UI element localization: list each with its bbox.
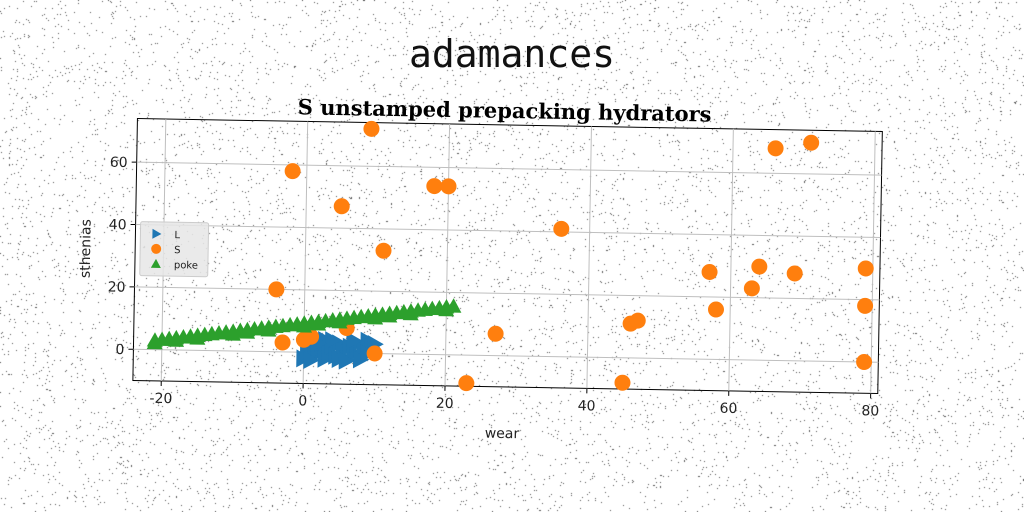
data-point-L — [303, 351, 320, 370]
data-point-poke — [189, 330, 206, 345]
x-axis-label: wear — [485, 426, 520, 443]
data-point-poke — [224, 326, 241, 341]
plot-area — [132, 118, 883, 394]
data-point-S — [458, 375, 475, 392]
x-tick-label: 60 — [719, 401, 737, 417]
x-tick-label: 80 — [861, 403, 879, 419]
data-point-S — [803, 134, 820, 151]
data-point-L — [346, 331, 363, 350]
legend-label: poke — [174, 260, 198, 271]
y-tick-label: 0 — [115, 342, 124, 358]
data-point-S — [629, 312, 646, 329]
data-point-S — [857, 297, 874, 314]
data-point-L — [338, 351, 356, 370]
x-tick-label: 40 — [578, 398, 596, 414]
data-point-S — [303, 328, 320, 345]
data-point-S — [857, 260, 874, 277]
y-tick-label: 60 — [110, 155, 128, 171]
x-tick-label: -20 — [149, 391, 172, 407]
y-tick-label: 20 — [108, 279, 126, 295]
x-axis-ticks: -20 0 20 40 60 80 — [149, 380, 879, 420]
data-point-S — [553, 220, 570, 237]
data-point-S — [767, 140, 784, 157]
x-tick-label: 20 — [436, 396, 454, 412]
y-tick-label: 40 — [109, 217, 127, 233]
x-tick-label: 0 — [298, 393, 307, 409]
x-grid-line — [728, 128, 734, 391]
y-grid-line — [136, 161, 882, 176]
data-point-S — [426, 178, 443, 195]
data-point-poke — [239, 324, 256, 339]
data-point-poke — [310, 316, 327, 331]
x-grid-line — [870, 131, 876, 394]
data-point-S — [268, 281, 285, 298]
data-points — [146, 120, 874, 392]
data-point-S — [856, 354, 873, 371]
legend-label: S — [174, 245, 181, 256]
legend-label: L — [174, 230, 180, 241]
grid-lines — [133, 118, 882, 394]
data-point-S — [375, 242, 392, 259]
data-point-S — [614, 374, 631, 391]
legend-marker-L — [152, 228, 162, 239]
y-axis-ticks: 0 20 40 60 — [108, 155, 137, 358]
data-point-S — [333, 198, 350, 215]
y-grid-line — [135, 224, 881, 239]
figure-suptitle: adamances — [409, 32, 615, 76]
legend-marker-S — [151, 243, 162, 254]
y-axis-label: sthenias — [78, 219, 95, 278]
data-point-S — [786, 265, 803, 282]
data-point-poke — [438, 301, 455, 317]
data-point-S — [284, 163, 301, 180]
data-point-S — [363, 120, 380, 137]
data-point-S — [751, 258, 768, 275]
data-point-poke — [367, 309, 384, 325]
data-point-S — [366, 345, 383, 362]
data-point-poke — [296, 318, 313, 333]
chart-title: S unstamped prepacking hydrators — [298, 94, 712, 126]
data-point-poke — [331, 314, 348, 329]
x-grid-line — [586, 126, 592, 389]
data-point-S — [743, 280, 760, 297]
data-point-poke — [146, 334, 163, 350]
data-point-poke — [260, 322, 277, 337]
data-point-S — [487, 325, 504, 342]
data-point-poke — [381, 308, 398, 323]
legend-marker-poke — [150, 258, 161, 268]
y-grid-line — [133, 348, 879, 363]
data-point-poke — [402, 305, 419, 321]
x-grid-line — [444, 123, 451, 386]
data-point-S — [440, 178, 457, 195]
data-point-L — [324, 331, 342, 350]
data-point-S — [274, 334, 291, 351]
y-grid-line — [134, 286, 880, 301]
data-point-S — [708, 301, 725, 318]
data-point-S — [701, 263, 718, 280]
data-point-poke — [168, 332, 185, 347]
